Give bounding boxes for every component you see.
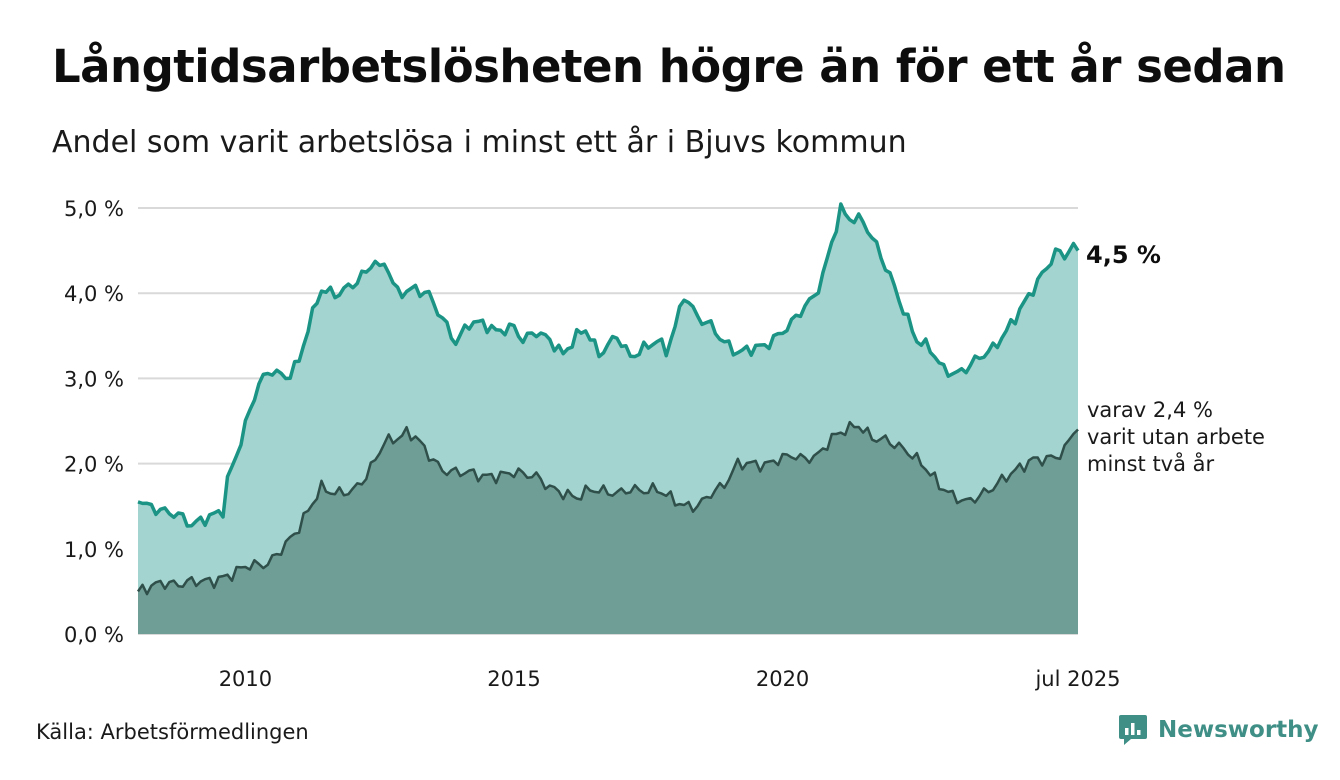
y-tick-label: 4,0 %: [64, 282, 124, 306]
y-tick-label: 1,0 %: [64, 538, 124, 562]
brand-name: Newsworthy: [1158, 717, 1319, 743]
y-tick-label: 0,0 %: [64, 623, 124, 647]
two-year-note-line-1: varav 2,4 %: [1087, 398, 1213, 422]
y-tick-label: 3,0 %: [64, 367, 124, 391]
chart-title: Långtidsarbetslösheten högre än för ett …: [52, 40, 1286, 93]
x-axis: 2010 2015 2020 jul 2025: [219, 667, 1121, 691]
x-tick-label: 2015: [487, 667, 540, 691]
series-area-minst_tva_ar: [138, 422, 1078, 634]
series-line-minst_tva_ar: [136, 420, 1079, 596]
two-year-note-line-3: minst två år: [1087, 451, 1215, 476]
y-tick-label: 5,0 %: [64, 197, 124, 221]
x-tick-label: 2020: [756, 667, 809, 691]
y-tick-label: 2,0 %: [64, 453, 124, 477]
end-value-label: 4,5 %: [1086, 241, 1161, 269]
two-year-note-line-2: varit utan arbete: [1087, 425, 1265, 449]
y-axis: 0,0 % 1,0 % 2,0 % 3,0 % 4,0 % 5,0 %: [64, 197, 124, 647]
chart-subtitle: Andel som varit arbetslösa i minst ett å…: [52, 125, 907, 160]
series-line-minst_ett_ar: [137, 202, 1080, 528]
newsworthy-logo-icon: [1119, 715, 1147, 745]
series-areas: [136, 202, 1080, 634]
source-note: Källa: Arbetsförmedlingen: [36, 720, 309, 744]
area-chart: 0,0 %1,0 %2,0 %3,0 %4,0 %5,0 % 2010 2015 2…: [64, 197, 1265, 691]
x-tick-label: jul 2025: [1034, 667, 1120, 691]
annotations: 4,5 % varav 2,4 % varit utan arbete mins…: [1086, 241, 1265, 476]
x-tick-label: 2010: [219, 667, 272, 691]
brand-logo-link[interactable]: Newsworthy: [1118, 713, 1319, 747]
